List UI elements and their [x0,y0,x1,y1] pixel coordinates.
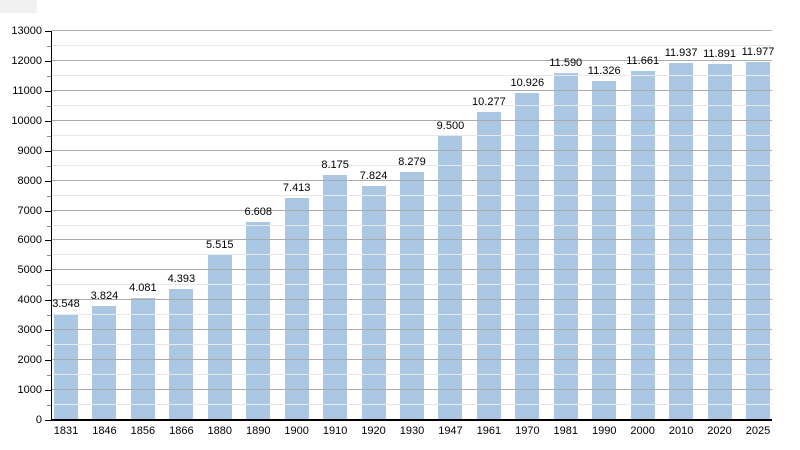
y-tick-label-11000: 11000 [12,84,42,97]
x-tick-label-1880: 1880 [207,425,233,437]
y-tick-minor-4500 [47,285,51,287]
y-tick-minor-11500 [47,75,51,77]
x-tick-label-1856: 1856 [130,425,156,437]
y-tick-minor-10500 [47,105,51,107]
bar-2010 [669,62,694,420]
y-tick-label-7000: 7000 [17,204,42,217]
y-tick-minor-7500 [47,195,51,197]
x-tick-label-1890: 1890 [245,425,271,437]
bar-1947 [438,135,463,420]
bar-1831 [54,313,78,420]
x-tick-label-1900: 1900 [284,425,309,437]
y-tick-major-0 [45,420,51,421]
y-tick-label-3000: 3000 [17,324,42,337]
x-tick-label-1920: 1920 [361,425,386,437]
x-tick-label-2025: 2025 [745,425,771,437]
bar-1990 [592,81,617,420]
y-tick-minor-3500 [47,315,51,317]
bar-1890 [246,222,271,420]
y-tick-major-6000 [45,240,51,242]
y-tick-minor-8500 [47,165,51,167]
y-tick-label-1000: 1000 [17,384,42,397]
y-tick-major-8000 [45,180,51,182]
bar-1856 [130,297,155,420]
y-tick-label-6000: 6000 [17,234,42,247]
bar-1930 [400,172,424,420]
y-tick-major-13000 [45,31,51,32]
y-tick-label-2000: 2000 [17,354,42,367]
y-tick-major-2000 [45,360,51,362]
bar-1981 [553,73,578,420]
x-tick-label-2010: 2010 [668,425,694,437]
y-tick-label-9000: 9000 [17,144,42,157]
bar-2020 [707,64,732,420]
y-tick-label-5000: 5000 [17,264,42,277]
x-tick-label-1866: 1866 [169,425,194,437]
bar-1846 [92,305,117,420]
y-tick-major-1000 [45,390,51,392]
y-tick-minor-9500 [47,135,51,137]
y-tick-major-12000 [45,60,51,62]
bar-1970 [515,93,540,420]
x-tick-label-1970: 1970 [515,425,540,437]
y-tick-label-13000: 13000 [11,25,42,37]
x-axis-line [51,419,772,421]
y-tick-major-3000 [45,330,51,332]
bar-2000 [630,71,655,420]
bar-1910 [323,175,348,420]
x-tick-label-1961: 1961 [476,425,502,437]
y-tick-major-4000 [45,300,51,302]
bar-1961 [476,112,501,420]
y-tick-label-4000: 4000 [17,294,42,307]
bar-1880 [207,254,232,420]
x-tick-label-1846: 1846 [92,425,117,437]
y-tick-major-10000 [45,120,51,122]
y-tick-minor-12500 [47,45,51,47]
y-tick-label-10000: 10000 [11,114,42,127]
x-tick-label-1990: 1990 [591,425,617,437]
x-tick-label-1910: 1910 [322,425,348,437]
bars-layer [52,31,772,420]
y-tick-label-12000: 12000 [11,54,42,67]
x-tick-label-2000: 2000 [630,425,655,437]
bar-1900 [284,198,309,420]
y-tick-minor-2500 [47,345,51,347]
y-tick-label-0: 0 [35,414,42,426]
x-tick-label-1831: 1831 [53,425,79,437]
corner-artifact [0,0,37,13]
y-tick-major-7000 [45,210,51,212]
y-tick-major-11000 [45,90,51,92]
x-tick-label-1930: 1930 [399,425,425,437]
y-tick-minor-5500 [47,255,51,257]
y-tick-minor-1500 [47,375,51,377]
y-axis-line [51,31,52,420]
y-tick-major-5000 [45,270,51,272]
x-tick-label-2020: 2020 [707,425,732,437]
y-tick-minor-500 [47,405,51,407]
bar-1920 [361,185,386,420]
x-tick-label-1981: 1981 [553,425,579,437]
y-tick-major-9000 [45,150,51,152]
y-tick-minor-6500 [47,225,51,227]
x-tick-label-1947: 1947 [438,425,463,437]
plot-area: 3.548 3.824 4.081 4.393 5.515 6.608 7.413 8.175… [52,30,774,420]
y-tick-label-8000: 8000 [17,174,42,187]
bar-1866 [169,288,194,420]
bar-2025 [746,61,770,420]
